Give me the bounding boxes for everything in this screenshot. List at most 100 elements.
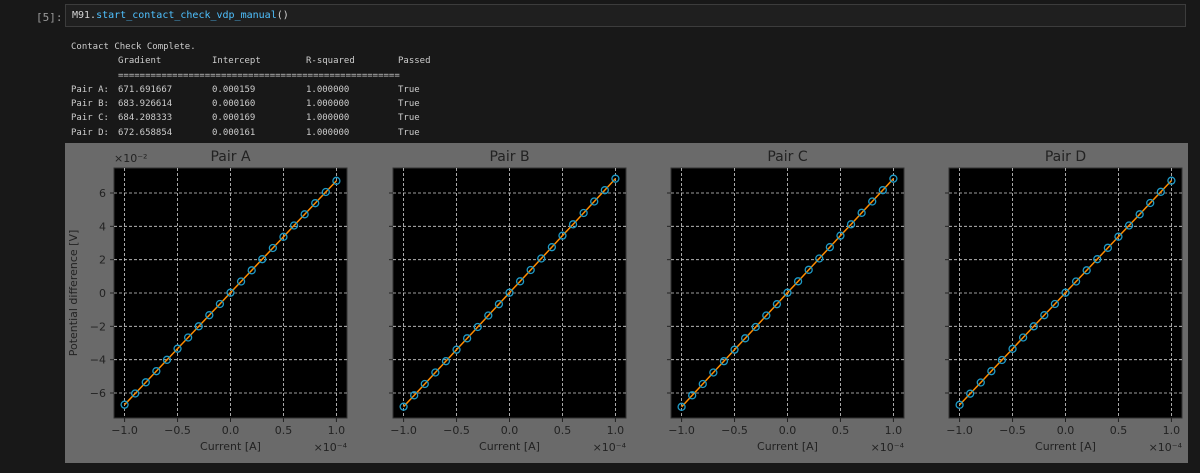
data-point (719, 357, 729, 366)
x-tick-label: 1.0 (1163, 424, 1181, 437)
output-row: Pair C: 684.208333 0.000169 1.000000 True (71, 111, 431, 125)
data-point (558, 231, 567, 240)
data-point (205, 311, 214, 320)
data-point (709, 368, 718, 377)
data-point (1029, 322, 1038, 331)
data-point (976, 378, 985, 387)
x-axis-label: Current [A] (757, 440, 818, 453)
data-point (846, 220, 856, 229)
data-point (611, 174, 620, 183)
y-tick-label: −4 (90, 354, 106, 367)
data-point (1156, 187, 1165, 196)
x-tick-label: 0.5 (832, 424, 850, 437)
header-intercept: Intercept (212, 56, 261, 67)
x-offset-label: ×10⁻⁴ (871, 441, 905, 454)
data-point (793, 277, 803, 286)
data-point (131, 389, 140, 398)
x-tick-label: 0.5 (554, 424, 572, 437)
data-point (473, 322, 482, 332)
code-object: M91. (72, 10, 97, 21)
data-point (1050, 299, 1060, 309)
x-tick-label: 1.0 (328, 424, 346, 437)
figure-svg: −1.0 −0.5 0.0 0.5 1.0 −6 −4 −2 0 2 4 6 Pair A Current… (67, 149, 1183, 454)
x-tick-label: −1.0 (946, 424, 973, 437)
x-tick-label: −0.5 (443, 424, 470, 437)
data-point (966, 389, 975, 398)
x-offset-label: ×10⁻⁴ (593, 441, 627, 454)
code-cell-input[interactable]: M91.start_contact_check_vdp_manual() (65, 4, 1186, 27)
data-point (152, 367, 161, 376)
data-point (410, 391, 419, 400)
data-point (889, 174, 898, 183)
output-cell: 0.000169 (212, 113, 256, 124)
data-point (452, 345, 461, 354)
data-point (321, 187, 330, 197)
data-point (120, 400, 129, 409)
x-tick-label: 0.0 (779, 424, 797, 437)
data-point (526, 265, 535, 275)
data-point (194, 322, 203, 331)
output-cell: 684.208333 (118, 113, 173, 124)
x-tick-label: 0.5 (1110, 424, 1128, 437)
data-point (258, 255, 267, 264)
x-tick-label: −0.5 (721, 424, 748, 437)
data-point (289, 221, 299, 230)
data-point (399, 402, 408, 411)
data-point (300, 210, 309, 219)
output-header-row: Gradient Intercept R-squared Passed (71, 54, 431, 68)
x-offset-label: ×10⁻⁴ (314, 441, 348, 454)
x-tick-label: 0.0 (222, 424, 240, 437)
output-cell: Pair C: (71, 113, 109, 124)
data-point (247, 266, 256, 275)
data-point (1124, 221, 1134, 230)
output-cell: 1.000000 (306, 113, 350, 124)
output-row: Pair D: 672.658854 0.000161 1.000000 True (71, 126, 431, 140)
data-point (1061, 288, 1070, 297)
output-cell: True (398, 84, 420, 95)
x-tick-label: 1.0 (885, 424, 903, 437)
x-tick-label: −1.0 (390, 424, 417, 437)
axes-title: Pair C (767, 149, 807, 165)
data-point (311, 199, 320, 208)
data-point (955, 400, 964, 409)
data-point (1040, 311, 1049, 320)
data-point (1008, 344, 1017, 353)
output-cell: Pair B: (71, 99, 109, 110)
data-point (751, 322, 760, 332)
data-point (878, 186, 887, 195)
output-cell: 1.000000 (306, 99, 350, 110)
data-point (825, 243, 835, 252)
output-cell: 1.000000 (306, 127, 350, 138)
cell-output: Contact Check Complete. Gradient Intercept… (71, 40, 431, 140)
output-cell: True (398, 127, 420, 138)
data-point (836, 231, 845, 240)
x-axis-label: Current [A] (1035, 440, 1096, 453)
data-point (547, 243, 557, 252)
y-tick-label: −2 (90, 320, 106, 333)
data-point (1114, 232, 1123, 241)
x-tick-label: −1.0 (668, 424, 695, 437)
data-point (815, 254, 824, 263)
data-point (772, 300, 782, 309)
output-cell: 683.926614 (118, 99, 173, 110)
data-point (579, 208, 588, 218)
output-title: Contact Check Complete. (71, 42, 196, 52)
cell-prompt: [5]: (36, 11, 63, 24)
data-point (568, 220, 578, 229)
output-row: Pair B: 683.926614 0.000160 1.000000 True (71, 97, 431, 111)
output-cell: Pair A: (71, 84, 109, 95)
x-tick-label: 0.0 (1057, 424, 1075, 437)
axes-title: Pair A (210, 149, 250, 165)
data-point (484, 311, 493, 320)
data-point (268, 243, 278, 253)
data-point (505, 288, 514, 297)
data-point (431, 368, 440, 377)
data-point (279, 232, 288, 241)
data-point (762, 311, 771, 320)
y-offset-label: ×10⁻² (114, 152, 147, 165)
data-point (677, 402, 686, 411)
output-cell: 1.000000 (306, 84, 350, 95)
data-point (730, 345, 739, 354)
data-point (226, 288, 235, 297)
output-cell: 0.000161 (212, 127, 256, 138)
